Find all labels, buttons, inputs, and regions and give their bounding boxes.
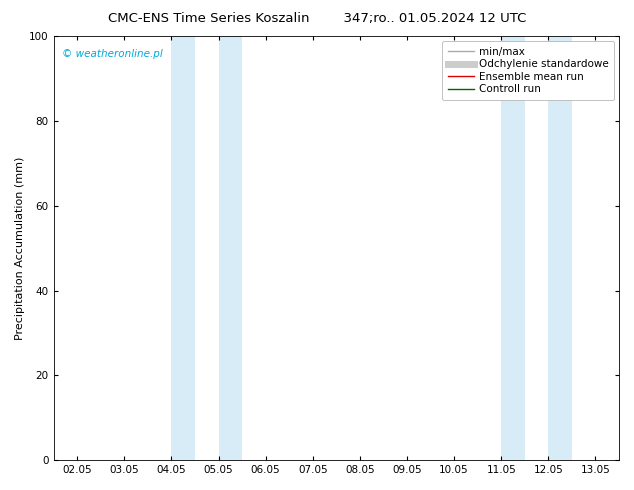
Bar: [501, 36, 525, 460]
Bar: [171, 36, 195, 460]
Bar: [548, 36, 572, 460]
Bar: [219, 36, 242, 460]
Text: © weatheronline.pl: © weatheronline.pl: [62, 49, 163, 59]
Legend: min/max, Odchylenie standardowe, Ensemble mean run, Controll run: min/max, Odchylenie standardowe, Ensembl…: [443, 41, 614, 99]
Y-axis label: Precipitation Accumulation (mm): Precipitation Accumulation (mm): [15, 156, 25, 340]
Text: CMC-ENS Time Series Koszalin        347;ro.. 01.05.2024 12 UTC: CMC-ENS Time Series Koszalin 347;ro.. 01…: [108, 12, 526, 25]
